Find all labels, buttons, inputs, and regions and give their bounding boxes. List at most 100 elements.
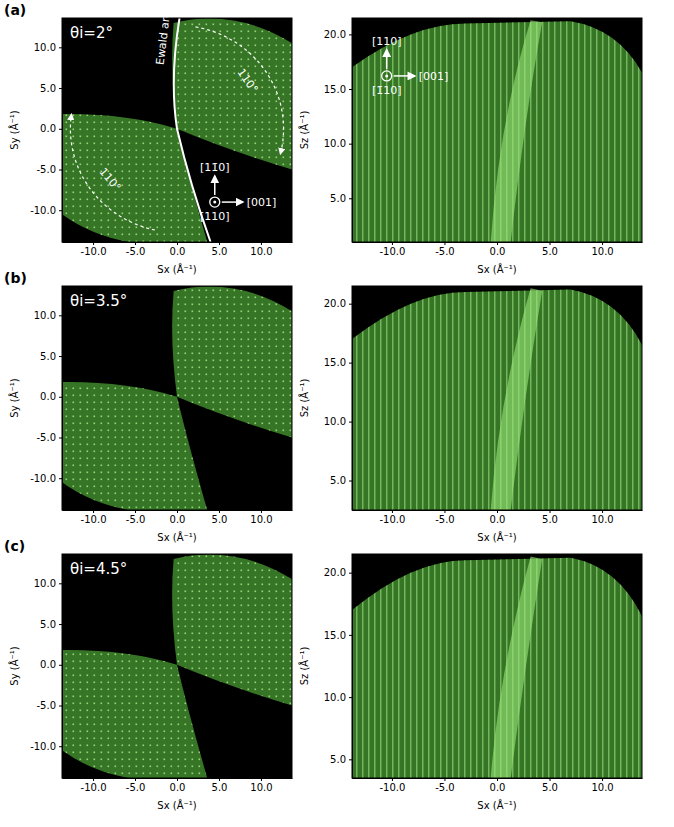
tick: 10.0 <box>250 778 272 793</box>
tick-label: 15.0 <box>324 357 346 368</box>
diffraction-spots <box>62 650 207 778</box>
direction-arrow <box>214 176 216 195</box>
plot-frame <box>62 18 292 242</box>
tick-label: 0.0 <box>170 782 186 793</box>
tick-label: 10.0 <box>324 692 346 703</box>
direction-label: [110] <box>200 210 230 223</box>
tick: 10.0 <box>34 578 62 589</box>
y-axis-title: Sy (Å⁻¹) <box>8 378 20 417</box>
tick-label: -10.0 <box>30 205 56 216</box>
tick-mark <box>93 242 94 245</box>
tick: 10.0 <box>34 42 62 53</box>
tick-label: -10.0 <box>81 246 107 257</box>
tick-label: -10.0 <box>81 514 107 525</box>
specular-streak <box>491 288 542 510</box>
image-background <box>352 286 642 510</box>
tick-label: 5.0 <box>330 475 346 486</box>
tick-label: -10.0 <box>379 782 405 793</box>
specular-streak <box>491 20 542 242</box>
tick-label: 5.0 <box>40 619 56 630</box>
tick-label: 5.0 <box>542 246 558 257</box>
tick-mark <box>261 510 262 513</box>
tick-label: -10.0 <box>30 741 56 752</box>
x-axis-title: Sx (Å⁻¹) <box>477 263 516 275</box>
tick: 5.0 <box>212 778 228 793</box>
tick-mark <box>59 478 62 479</box>
tick-label: 0.0 <box>490 514 506 525</box>
diffraction-spots <box>172 555 292 706</box>
x-axis: -10.0 -5.0 0.0 5.0 10.0 <box>63 778 293 793</box>
ewald-arc <box>174 18 211 242</box>
tick: -5.0 <box>435 778 455 793</box>
incidence-angle: θi=4.5° <box>70 560 127 578</box>
tick-mark <box>177 242 178 245</box>
tick: -10.0 <box>81 242 107 257</box>
tick-label: -10.0 <box>30 473 56 484</box>
x-axis: -10.0 -5.0 0.0 5.0 10.0 <box>353 242 643 257</box>
tick-mark <box>59 624 62 625</box>
tick-label: 5.0 <box>330 193 346 204</box>
y-axis-title: Sz (Å⁻¹) <box>298 647 310 686</box>
tick-label: -5.0 <box>435 782 455 793</box>
y-axis-title: Sy (Å⁻¹) <box>8 646 20 685</box>
axis-line <box>62 19 63 243</box>
tick-mark <box>349 759 352 760</box>
image-area <box>62 286 292 510</box>
tick-label: 10.0 <box>324 416 346 427</box>
diffraction-lobe <box>172 19 292 170</box>
plot-frame <box>62 286 292 510</box>
panel-label: (a) <box>4 2 26 18</box>
tick-label: 10.0 <box>250 246 272 257</box>
tick-mark <box>59 397 62 398</box>
tick: 5.0 <box>212 510 228 525</box>
plot-frame <box>352 18 642 242</box>
tick-mark <box>59 88 62 89</box>
axis-line <box>62 287 63 511</box>
tick-label: 15.0 <box>324 630 346 641</box>
x-axis-title: Sx (Å⁻¹) <box>157 531 196 543</box>
x-axis-title: Sx (Å⁻¹) <box>477 531 516 543</box>
tick: -5.0 <box>435 242 455 257</box>
tick-label: -10.0 <box>379 246 405 257</box>
incidence-angle: θi=3.5° <box>70 292 127 310</box>
panel <box>62 286 292 513</box>
tick-label: 5.0 <box>542 514 558 525</box>
image-area <box>352 286 642 510</box>
axis-line <box>352 19 353 243</box>
direction-arrow <box>222 201 243 203</box>
tick-mark <box>135 510 136 513</box>
image-area <box>62 554 292 778</box>
tick-mark <box>59 706 62 707</box>
tick: 5.0 <box>330 754 352 765</box>
tick-label: -10.0 <box>81 782 107 793</box>
tick-label: 0.0 <box>490 782 506 793</box>
incidence-angle: θi=2° <box>70 24 113 42</box>
image-area <box>352 18 642 242</box>
tick-mark <box>349 573 352 574</box>
tick: 15.0 <box>324 357 352 368</box>
tick-mark <box>59 47 62 48</box>
tick: 5.0 <box>542 242 558 257</box>
tick: 0.0 <box>490 778 506 793</box>
tick-mark <box>497 778 498 781</box>
tick: -10.0 <box>379 778 405 793</box>
annotations: θi=3.5° <box>70 292 127 310</box>
tick-label: 10.0 <box>591 514 613 525</box>
tick-label: 10.0 <box>591 246 613 257</box>
tick-label: -5.0 <box>36 432 56 443</box>
tick: -5.0 <box>36 432 62 443</box>
tick-mark <box>602 778 603 781</box>
annotations: θi=4.5° <box>70 560 127 578</box>
tick: -5.0 <box>126 778 146 793</box>
tick-mark <box>444 510 445 513</box>
tick: 20.0 <box>324 298 352 309</box>
tick-label: 0.0 <box>490 246 506 257</box>
axis-line <box>62 555 63 779</box>
tick-mark <box>602 242 603 245</box>
tick-mark <box>349 481 352 482</box>
tick-mark <box>349 89 352 90</box>
x-axis: -10.0-5.00.05.010.0 <box>63 510 293 525</box>
tick-mark <box>349 697 352 698</box>
tick-mark <box>59 583 62 584</box>
tick-label: 20.0 <box>324 29 346 40</box>
